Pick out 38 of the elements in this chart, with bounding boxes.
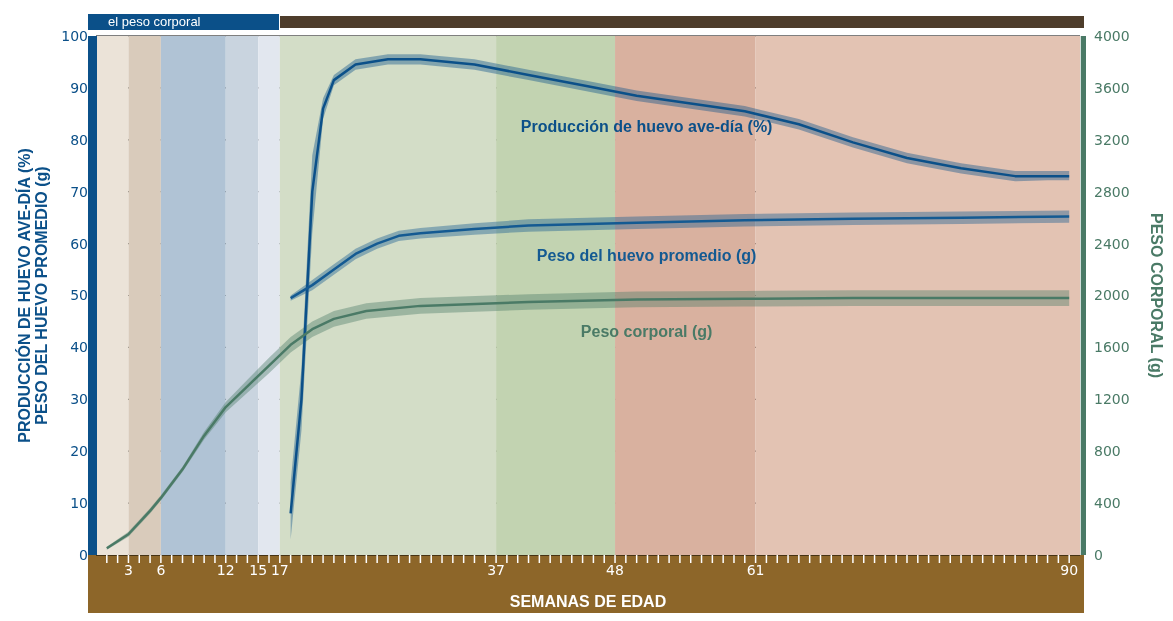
x-tick-label: 3 <box>123 561 133 578</box>
x-tick-label: 15 <box>249 561 268 578</box>
series-label: Producción de huevo ave-día (%) <box>520 117 773 135</box>
y2-tick-label: 400 <box>1094 495 1121 512</box>
x-tick-label: 61 <box>746 561 765 578</box>
x-tick-label: 17 <box>270 561 289 578</box>
y2-tick-label: 2000 <box>1094 287 1130 304</box>
text: el peso corporal <box>88 14 279 30</box>
x-tick-label: 90 <box>1060 561 1079 578</box>
y-tick-label: 30 <box>70 391 88 408</box>
y-tick-label: 80 <box>70 131 88 148</box>
y2-axis-title: PESO CORPORAL (g) <box>1148 212 1165 379</box>
y2-tick-label: 1600 <box>1094 339 1130 356</box>
y2-tick-label: 1200 <box>1094 391 1130 408</box>
y2-tick-label: 3600 <box>1094 79 1130 96</box>
x-tick-label: 48 <box>606 561 624 578</box>
y-tick-label: 70 <box>70 183 88 200</box>
x-axis-title: SEMANAS DE EDAD <box>509 593 667 610</box>
y-axis-title: PRODUCCIÓN DE HUEVO AVE-DÍA (%) PESO DEL HUEVO PROMEDIO (g) <box>15 148 50 443</box>
y-tick-label: 100 <box>61 27 88 44</box>
y-tick-label: 40 <box>70 339 88 356</box>
x-tick-label: 37 <box>487 561 505 578</box>
y2-tick-label: 0 <box>1094 546 1103 563</box>
series-label: Peso del huevo promedio (g) <box>536 246 757 264</box>
y2-tick-label: 4000 <box>1094 27 1130 44</box>
y2-tick-label: 3200 <box>1094 131 1130 148</box>
y2-tick-label: 2400 <box>1094 235 1130 252</box>
series-label: Peso corporal (g) <box>580 323 713 341</box>
y-tick-label: 60 <box>70 235 88 252</box>
y2-tick-label: 2800 <box>1094 183 1130 200</box>
y-tick-label: 0 <box>79 546 88 563</box>
x-tick-label: 6 <box>156 561 166 578</box>
y-tick-label: 10 <box>70 495 88 512</box>
y-tick-label: 20 <box>70 443 88 460</box>
y2-tick-label: 800 <box>1094 443 1121 460</box>
y-tick-label: 90 <box>70 79 88 96</box>
x-tick-label: 12 <box>216 561 235 578</box>
y-tick-label: 50 <box>70 287 88 304</box>
